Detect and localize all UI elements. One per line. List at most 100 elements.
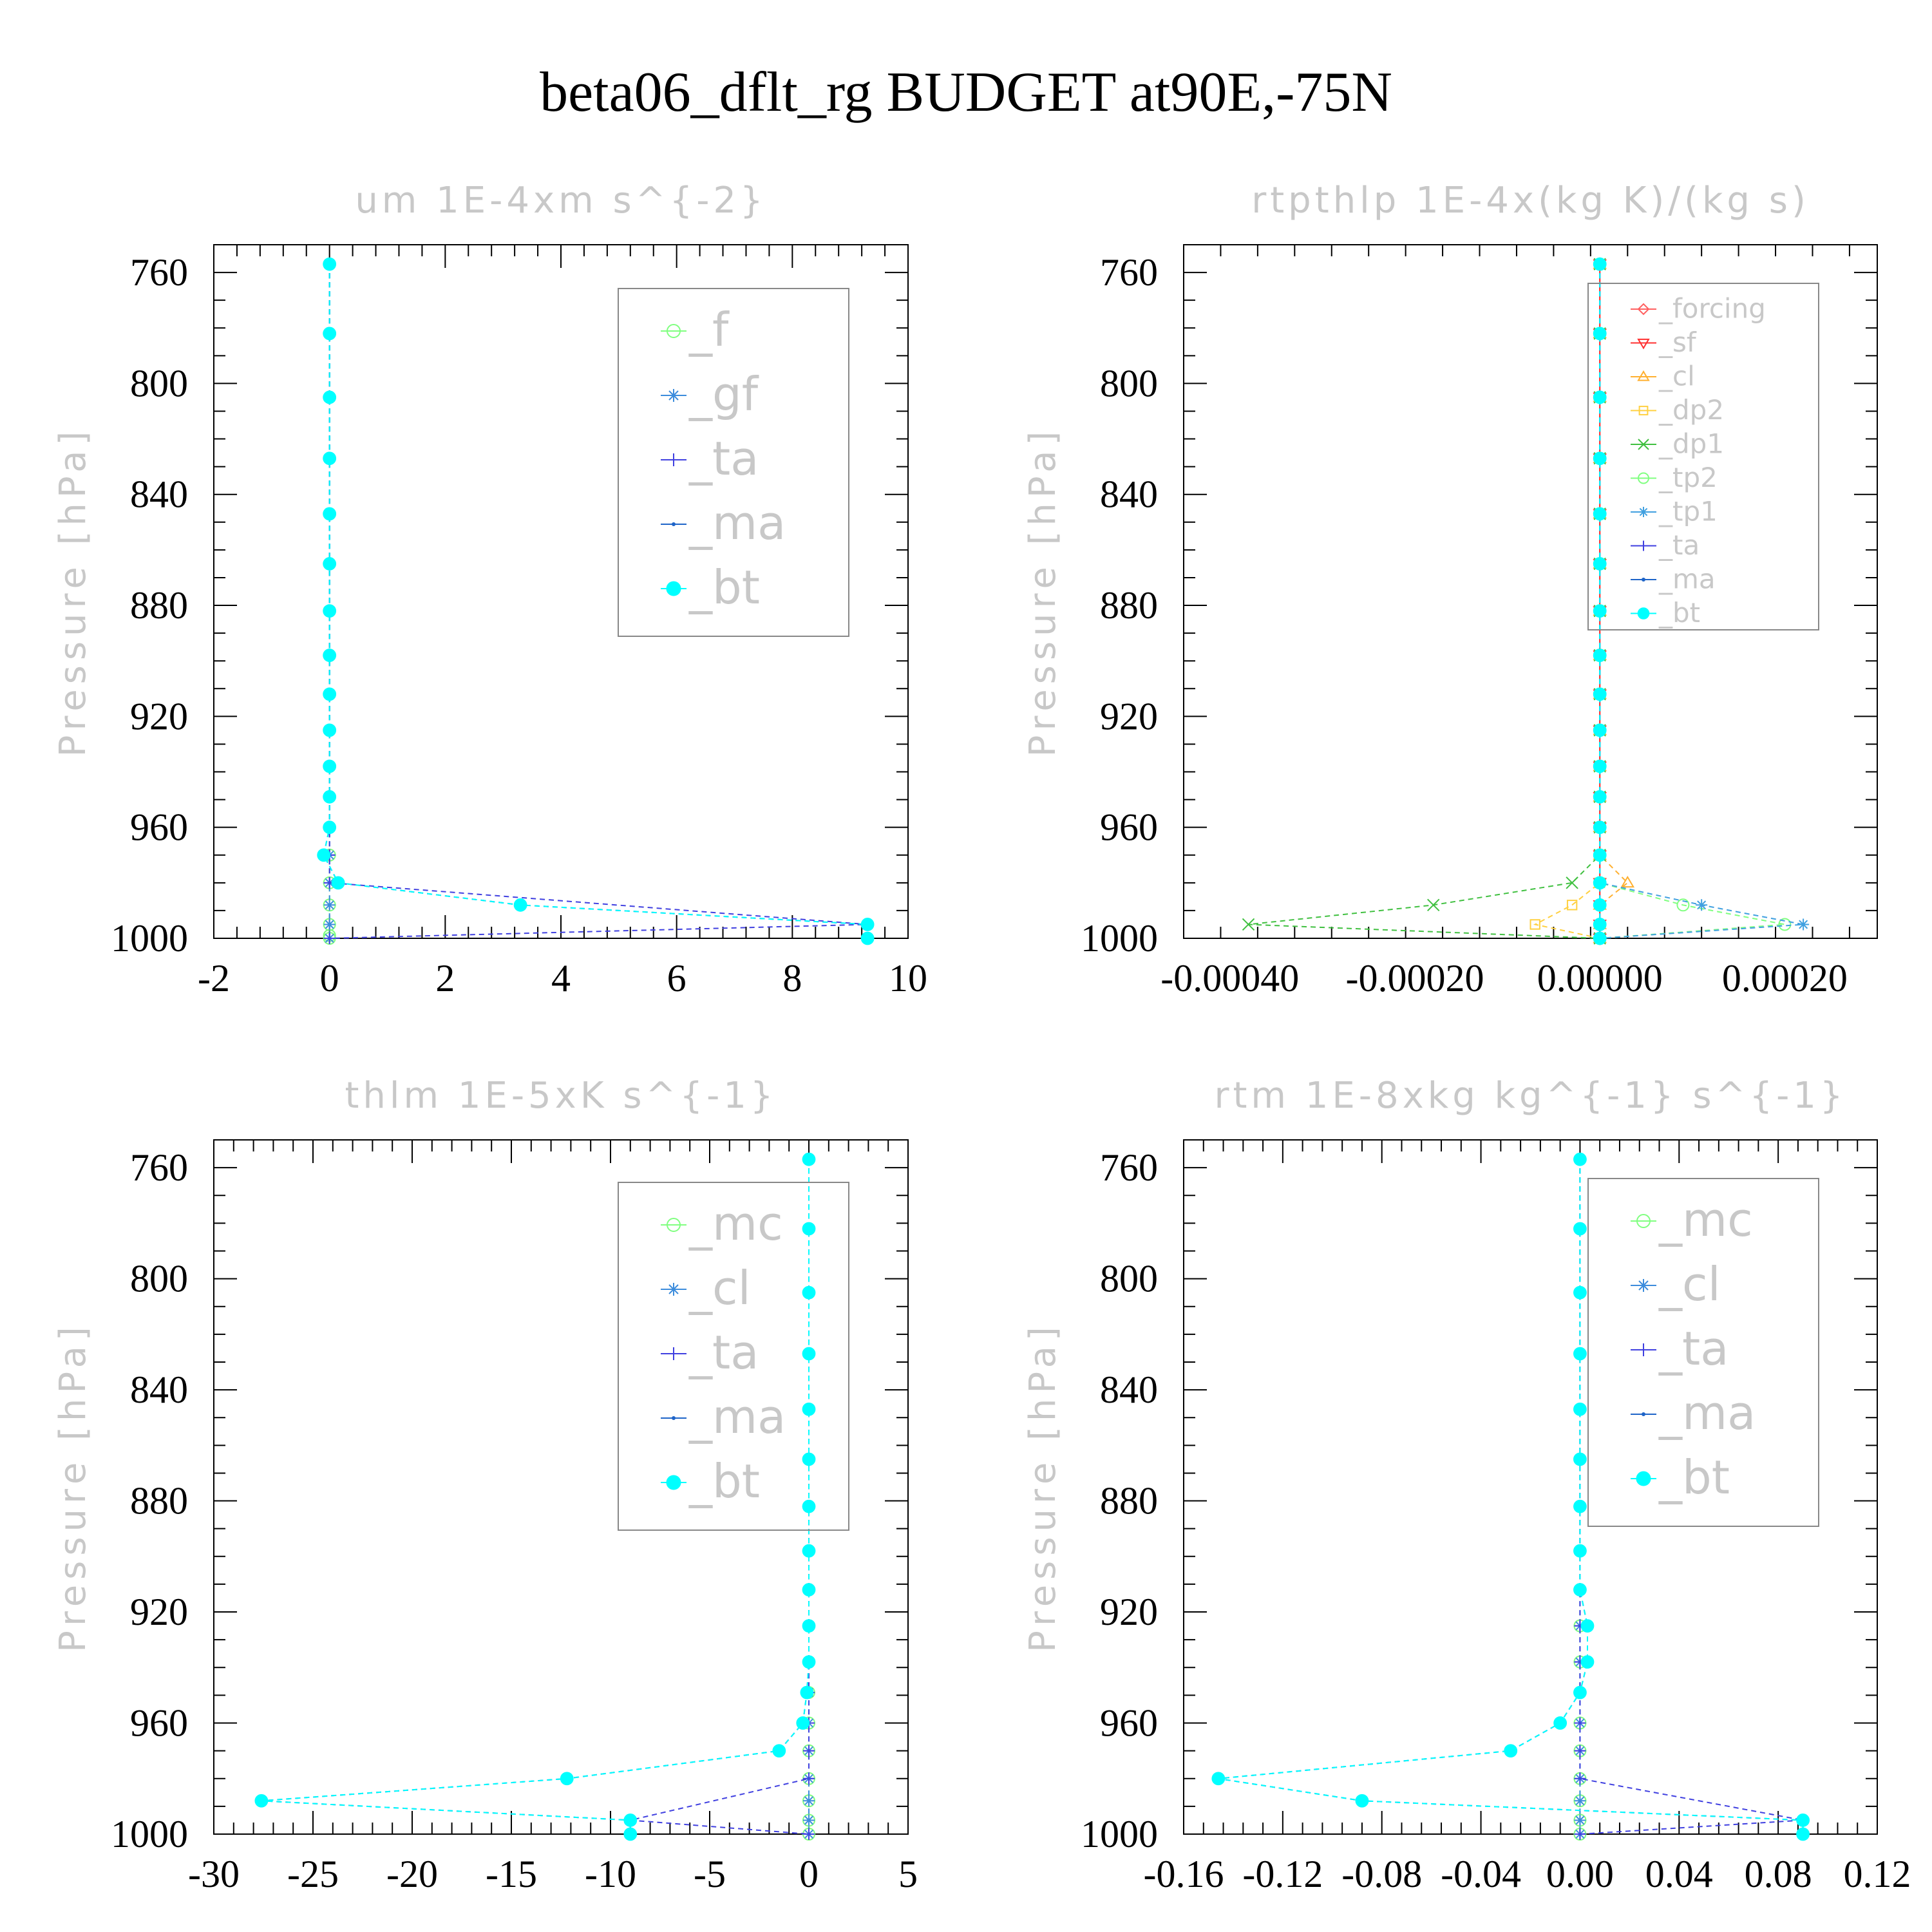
data-point <box>1593 898 1607 912</box>
data-point <box>802 1544 816 1558</box>
series-line <box>1248 264 1601 939</box>
panel-title: um 1E-4xm s^{-2} <box>355 180 766 222</box>
y-tick-label: 800 <box>130 1258 188 1300</box>
y-tick-label: 920 <box>130 695 188 737</box>
y-tick-label: 1000 <box>1081 1813 1158 1855</box>
legend-label: _gf <box>688 367 759 421</box>
x-tick-label: -5 <box>694 1853 726 1895</box>
data-point <box>772 1744 786 1758</box>
legend-box <box>618 1182 849 1531</box>
data-point <box>1797 918 1810 931</box>
panel-title: rtpthlp 1E-4x(kg K)/(kg s) <box>1251 180 1810 222</box>
y-tick-label: 880 <box>1100 584 1158 627</box>
x-tick-label: 2 <box>435 957 455 999</box>
data-point <box>802 1499 816 1513</box>
legend-label: _sf <box>1658 327 1697 358</box>
data-point <box>323 507 337 521</box>
data-point <box>513 898 527 912</box>
legend-marker <box>1638 406 1649 415</box>
data-point <box>323 790 337 804</box>
chart-panel-3: thlm 1E-5xK s^{-1} Pressure [hPa] -30 -25 -2… <box>52 1075 918 1895</box>
legend-marker <box>1637 338 1650 350</box>
legend-label: _ma <box>1658 563 1716 594</box>
legend-label: _bt <box>1658 1450 1730 1504</box>
data-point <box>1696 899 1708 911</box>
legend-marker <box>667 453 680 466</box>
data-point <box>323 649 337 662</box>
legend: _forcing_sf_cl_dp2_dp1_tp2_tp1_ta_ma_bt <box>1587 283 1819 630</box>
data-point <box>1593 687 1607 701</box>
data-point <box>1573 1583 1587 1596</box>
legend-label: _f <box>688 303 730 357</box>
legend-marker <box>667 324 681 338</box>
data-point <box>1574 1745 1586 1757</box>
data-point <box>323 557 337 571</box>
legend-label: _tp1 <box>1658 495 1718 527</box>
y-tick-label: 840 <box>130 1368 188 1411</box>
data-point <box>323 451 337 466</box>
legend-marker <box>667 389 680 402</box>
data-point <box>1530 919 1540 930</box>
data-point <box>803 1814 815 1826</box>
data-point <box>802 1402 816 1416</box>
series-bt <box>317 257 875 945</box>
series-line <box>1599 264 1804 939</box>
data-point <box>1242 918 1255 931</box>
data-point <box>1580 1619 1595 1633</box>
data-point <box>323 257 337 271</box>
x-tick-label: -25 <box>287 1853 339 1895</box>
data-point <box>1573 1544 1587 1558</box>
y-tick-label: 800 <box>1100 362 1158 404</box>
legend-marker <box>672 1416 676 1420</box>
x-tick-label: -30 <box>188 1853 240 1895</box>
data-point <box>1573 1402 1587 1416</box>
y-tick-label: 840 <box>130 473 188 516</box>
legend-box <box>618 288 849 637</box>
data-point <box>254 1794 269 1808</box>
x-tick-label: -0.12 <box>1242 1853 1323 1895</box>
y-tick-label: 960 <box>130 1702 188 1745</box>
y-tick-label: 1000 <box>111 1813 188 1855</box>
legend-marker <box>1638 439 1649 450</box>
data-point <box>331 876 345 890</box>
y-axis-label: Pressure [hPa] <box>1022 426 1064 757</box>
y-tick-label: 1000 <box>1081 917 1158 960</box>
x-tick-label: 6 <box>667 957 687 999</box>
data-point <box>803 1772 815 1785</box>
series-line <box>328 264 868 939</box>
data-point <box>802 1285 816 1300</box>
legend-label: _dp1 <box>1658 428 1724 459</box>
plot-frame <box>1183 244 1878 939</box>
data-point <box>323 899 336 911</box>
y-tick-label: 840 <box>1100 1368 1158 1411</box>
data-point <box>623 1814 638 1827</box>
data-point <box>1573 1152 1587 1166</box>
x-tick-label: 0.00020 <box>1722 957 1848 999</box>
data-point <box>1593 723 1607 737</box>
y-tick-label: 960 <box>1100 806 1158 849</box>
chart-panel-4: rtm 1E-8xkg kg^{-1} s^{-1} Pressure [hPa]… <box>1022 1075 1911 1895</box>
legend-marker <box>1636 1471 1651 1486</box>
legend-marker <box>1637 1279 1650 1292</box>
plot-frame <box>1183 1139 1878 1835</box>
y-tick-label: 960 <box>1100 1702 1158 1745</box>
series-line <box>323 264 869 938</box>
data-point <box>1573 1452 1587 1466</box>
legend-marker <box>666 1475 681 1490</box>
data-point <box>1593 876 1607 890</box>
data-point <box>802 1152 816 1166</box>
series-bt <box>254 1152 816 1841</box>
y-tick-label: 880 <box>130 584 188 627</box>
figure-title: beta06_dflt_rg BUDGET at90E,-75N <box>540 61 1392 124</box>
legend-box <box>1587 283 1819 630</box>
legend-marker <box>666 581 681 596</box>
plot-frame <box>213 1139 909 1835</box>
y-tick-label: 760 <box>1100 1146 1158 1189</box>
data-point <box>803 1745 815 1757</box>
data-point <box>1593 820 1607 835</box>
legend-marker <box>1637 607 1650 620</box>
y-tick-label: 800 <box>130 362 188 404</box>
y-tick-label: 800 <box>1100 1258 1158 1300</box>
y-tick-label: 880 <box>1100 1480 1158 1522</box>
series-ta <box>323 258 874 944</box>
